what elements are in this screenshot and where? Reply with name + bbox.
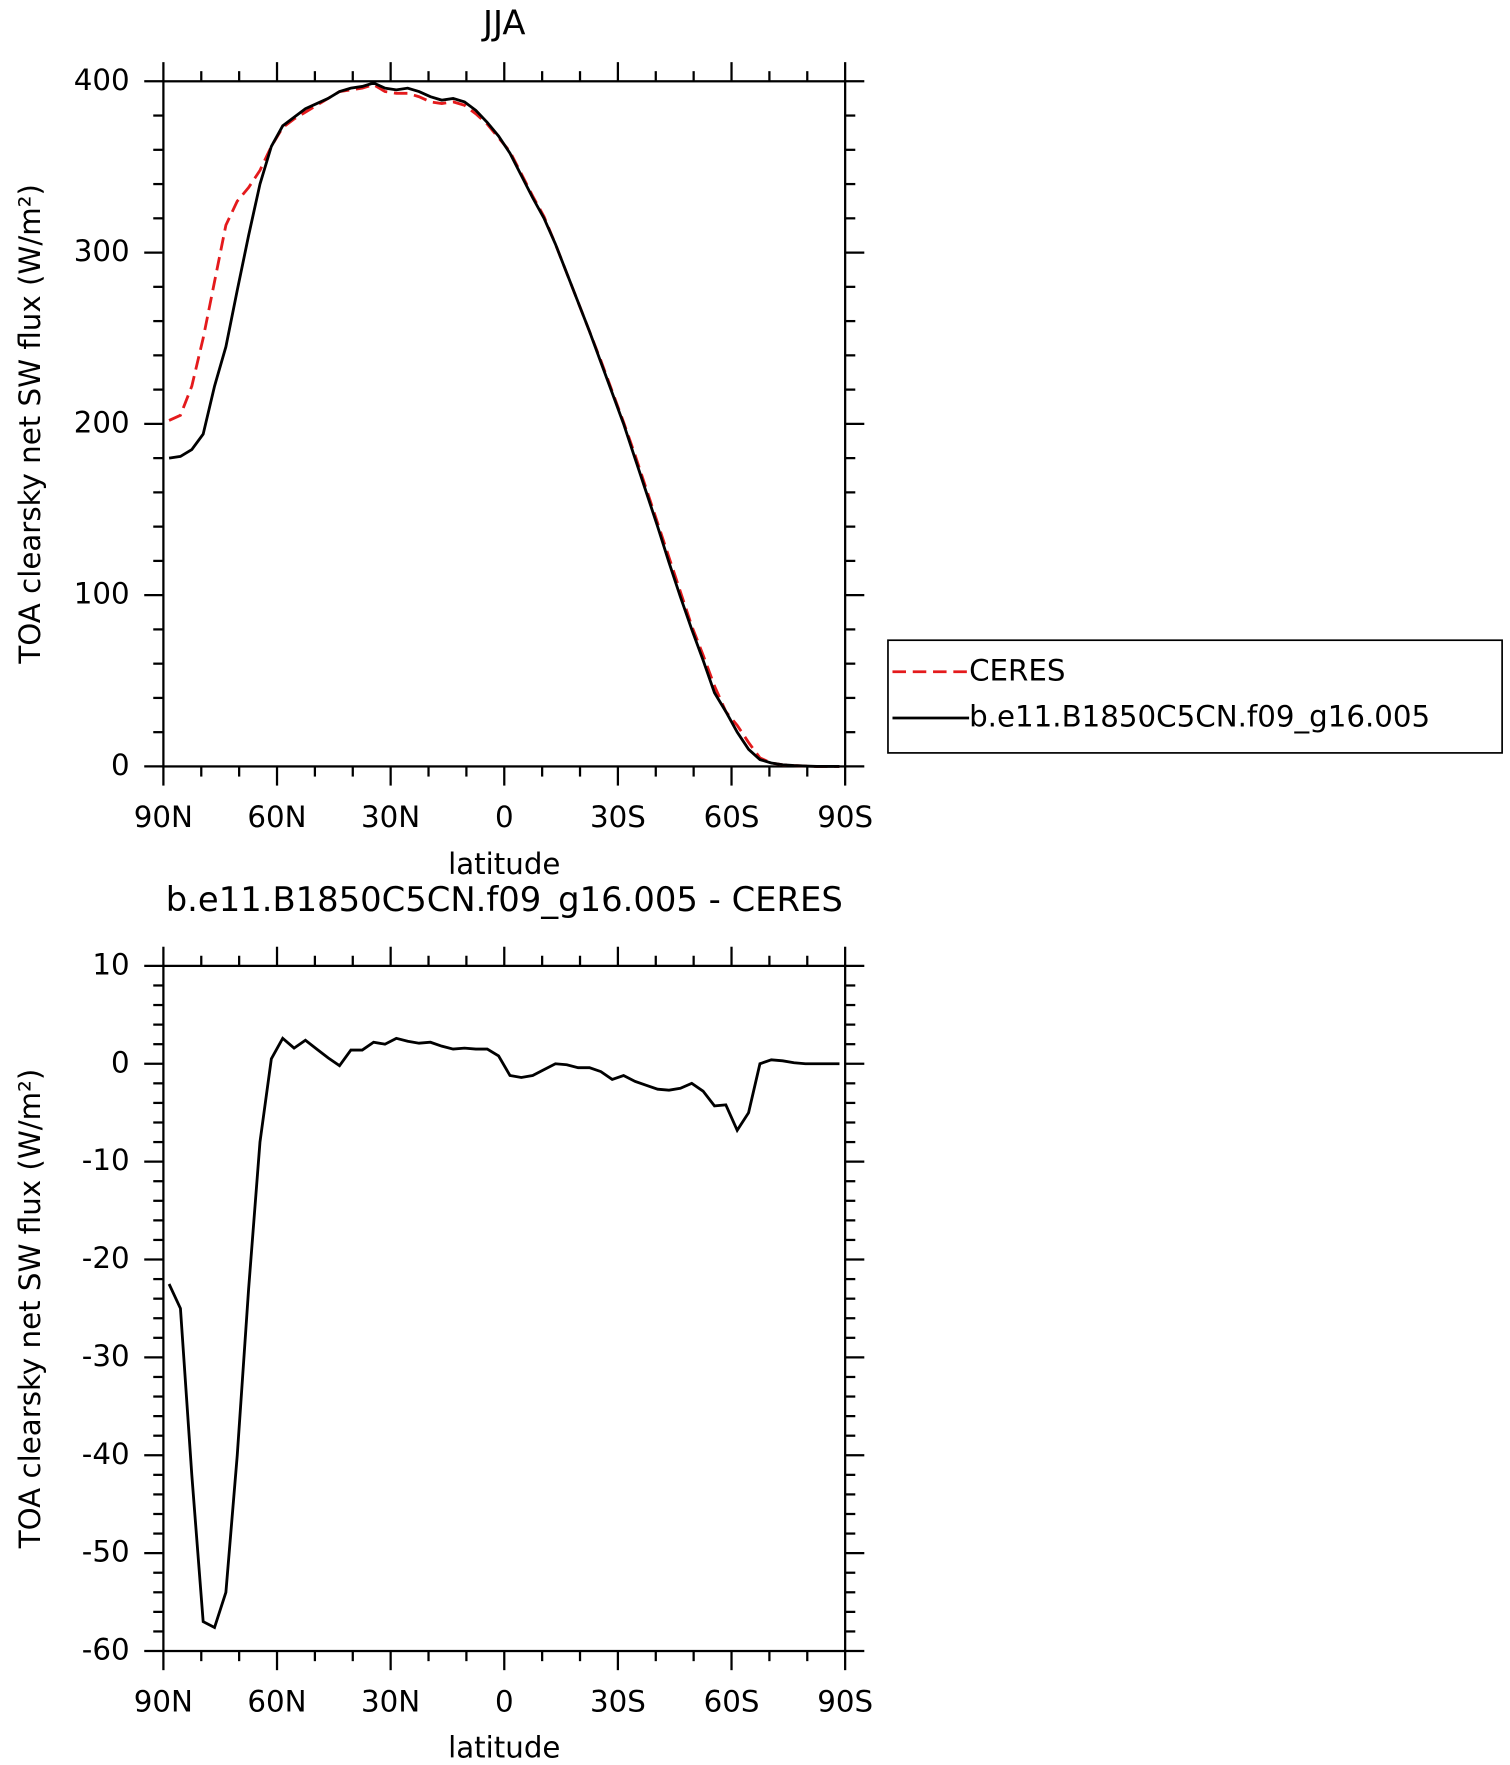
- plot-frame: [162, 80, 847, 768]
- legend-label: CERES: [969, 653, 1065, 687]
- x-axis-label: latitude: [448, 1731, 560, 1765]
- y-tick-label: -40: [82, 1437, 130, 1471]
- data-line: [167, 1036, 840, 1630]
- x-tick-label: 90S: [817, 800, 873, 834]
- x-tick-label: 60S: [704, 800, 760, 834]
- x-tick-label: 90N: [134, 1684, 193, 1718]
- x-tick-label: 30S: [590, 1684, 646, 1718]
- y-tick-label: -10: [82, 1143, 130, 1177]
- x-axis-label: latitude: [448, 847, 560, 881]
- x-tick-label: 60N: [247, 1684, 306, 1718]
- y-tick-label: 400: [74, 63, 130, 97]
- x-tick-label: 30N: [361, 800, 420, 834]
- data-line: [168, 81, 840, 768]
- data-line: [168, 83, 840, 768]
- legend-box: [887, 639, 1503, 754]
- chart-title: JJA: [481, 3, 525, 42]
- plot-frame: [162, 964, 847, 1653]
- y-tick-label: -60: [82, 1633, 130, 1667]
- y-tick-label: 200: [74, 405, 130, 439]
- y-tick-label: 0: [111, 748, 130, 782]
- y-tick-label: -50: [82, 1535, 130, 1569]
- chart-title: b.e11.B1850C5CN.f09_g16.005 - CERES: [166, 880, 843, 919]
- x-tick-label: 0: [495, 1684, 514, 1718]
- y-tick-label: -20: [82, 1241, 130, 1275]
- x-tick-label: 90S: [817, 1684, 873, 1718]
- x-tick-label: 90N: [134, 800, 193, 834]
- y-tick-label: 100: [74, 577, 130, 611]
- x-tick-label: 60N: [247, 800, 306, 834]
- x-tick-label: 60S: [704, 1684, 760, 1718]
- x-tick-label: 30S: [590, 800, 646, 834]
- x-tick-label: 0: [495, 800, 514, 834]
- y-tick-label: 0: [111, 1045, 130, 1079]
- y-tick-label: -30: [82, 1339, 130, 1373]
- y-axis-label: TOA clearsky net SW flux (W/m²): [13, 1069, 47, 1550]
- y-tick-label: 10: [92, 947, 129, 981]
- y-tick-label: 300: [74, 234, 130, 268]
- x-tick-label: 30N: [361, 1684, 420, 1718]
- y-axis-label: TOA clearsky net SW flux (W/m²): [13, 184, 47, 665]
- legend-label: b.e11.B1850C5CN.f09_g16.005: [969, 699, 1430, 733]
